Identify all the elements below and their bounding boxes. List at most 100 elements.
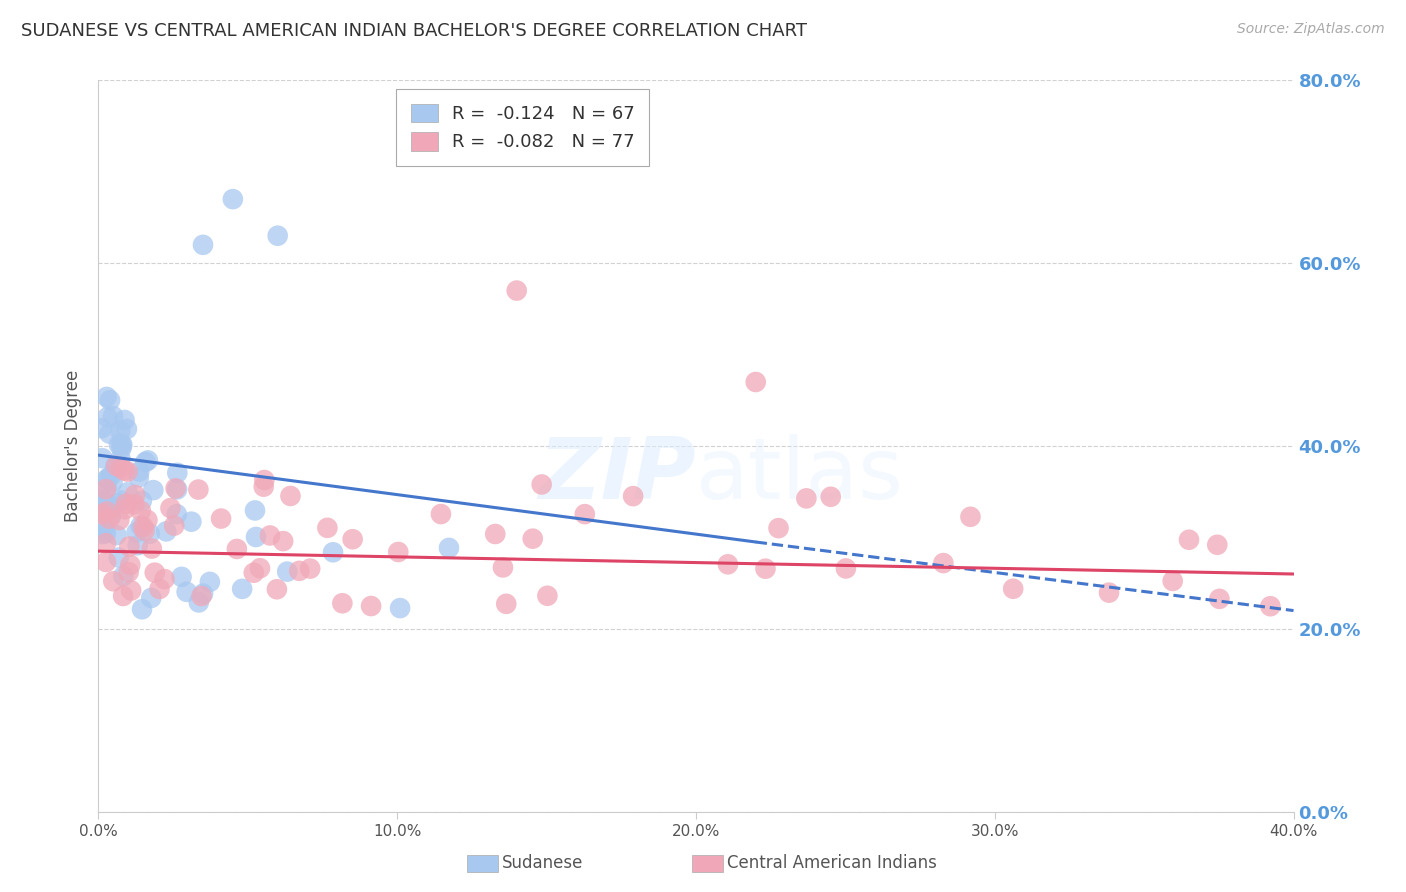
Point — [105, 528, 128, 542]
Point — [111, 438, 134, 452]
Point — [932, 556, 955, 570]
Point — [165, 481, 187, 495]
Point — [112, 569, 135, 583]
Point — [94, 526, 117, 541]
Point — [100, 468, 122, 483]
Point — [91, 492, 114, 507]
Point — [745, 375, 768, 389]
Point — [143, 566, 166, 580]
Point — [96, 473, 118, 487]
Point — [114, 413, 136, 427]
Point — [322, 545, 344, 559]
Point — [249, 561, 271, 575]
Point — [271, 534, 294, 549]
Point — [245, 530, 267, 544]
Point — [330, 596, 353, 610]
Point — [110, 461, 132, 475]
Point — [101, 500, 124, 514]
Point — [198, 574, 221, 589]
Point — [104, 458, 127, 473]
Point — [101, 475, 124, 489]
Point — [125, 525, 148, 540]
Point — [820, 490, 842, 504]
Point — [94, 536, 117, 550]
Point — [191, 238, 214, 252]
Point — [98, 393, 121, 408]
Point — [128, 465, 150, 479]
Point — [142, 483, 165, 497]
Point — [225, 541, 247, 556]
Point — [276, 565, 298, 579]
Point — [96, 504, 118, 518]
Point — [94, 495, 117, 509]
Text: SUDANESE VS CENTRAL AMERICAN INDIAN BACHELOR'S DEGREE CORRELATION CHART: SUDANESE VS CENTRAL AMERICAN INDIAN BACH… — [21, 22, 807, 40]
Point — [495, 597, 517, 611]
Point — [96, 390, 118, 404]
Point — [110, 437, 132, 451]
Point — [574, 507, 596, 521]
Y-axis label: Bachelor's Degree: Bachelor's Degree — [65, 370, 83, 522]
Text: Central American Indians: Central American Indians — [727, 855, 936, 872]
Point — [103, 574, 125, 589]
Point — [754, 562, 776, 576]
Point — [98, 426, 121, 441]
Point — [97, 511, 120, 525]
Point — [267, 228, 290, 243]
Point — [1002, 582, 1025, 596]
Text: atlas: atlas — [696, 434, 904, 516]
Point — [139, 526, 162, 541]
Point — [835, 561, 858, 575]
Point — [96, 410, 118, 425]
Point — [170, 570, 193, 584]
Point — [124, 497, 146, 511]
Point — [112, 463, 135, 477]
Point — [155, 524, 177, 539]
Point — [128, 470, 150, 484]
Point — [120, 583, 142, 598]
Point — [112, 589, 135, 603]
Point — [187, 595, 209, 609]
Point — [222, 192, 245, 206]
Point — [166, 483, 188, 497]
Point — [430, 507, 453, 521]
Point — [163, 518, 186, 533]
Legend: R =  -0.124   N = 67, R =  -0.082   N = 77: R = -0.124 N = 67, R = -0.082 N = 77 — [396, 89, 650, 166]
Point — [1161, 574, 1184, 588]
Point — [280, 489, 302, 503]
Point — [117, 465, 139, 479]
Point — [118, 565, 141, 579]
Point — [299, 561, 322, 575]
Point — [141, 591, 163, 605]
Point — [316, 521, 339, 535]
Point — [1208, 591, 1230, 606]
Point — [389, 601, 412, 615]
Point — [253, 480, 276, 494]
Point — [768, 521, 790, 535]
Point — [110, 493, 132, 508]
Point — [136, 453, 159, 467]
Point — [124, 488, 146, 502]
Point — [110, 451, 132, 466]
Point — [288, 564, 311, 578]
Point — [243, 566, 266, 580]
Text: Sudanese: Sudanese — [502, 855, 583, 872]
Point — [148, 582, 170, 596]
Point — [129, 519, 152, 533]
Point — [342, 533, 364, 547]
Point — [108, 550, 131, 565]
Point — [114, 502, 136, 516]
Point — [115, 422, 138, 436]
Point — [100, 510, 122, 524]
Point — [492, 560, 515, 574]
Point — [131, 602, 153, 616]
Point — [97, 471, 120, 485]
Point — [110, 441, 132, 455]
Point — [136, 513, 159, 527]
Point — [127, 538, 149, 552]
Point — [120, 558, 142, 572]
Point — [96, 480, 118, 494]
Point — [1206, 538, 1229, 552]
Point — [141, 541, 163, 556]
Point — [1260, 599, 1282, 614]
Point — [506, 284, 529, 298]
